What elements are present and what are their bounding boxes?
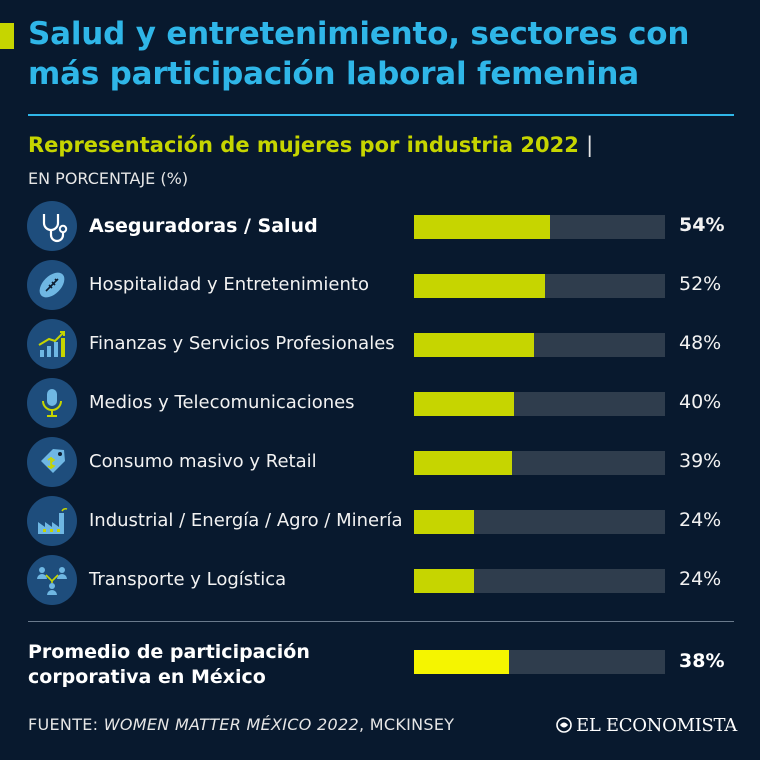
chart-title: Salud y entretenimiento, sectores con má…	[28, 16, 690, 92]
bar	[414, 392, 514, 416]
team-network-icon	[27, 555, 77, 605]
brand-mark-icon	[556, 717, 572, 733]
bar-row: Consumo masivo y Retail 39%	[0, 437, 760, 489]
category-label: Finanzas y Servicios Profesionales	[89, 333, 395, 354]
value-label: 40%	[679, 391, 722, 413]
source-title: WOMEN MATTER MÉXICO 2022	[103, 715, 359, 734]
bar-row: Hospitalidad y Entretenimiento 52%	[0, 260, 760, 312]
value-label: 52%	[679, 273, 722, 295]
bar-track	[414, 510, 665, 534]
factory-icon	[27, 496, 77, 546]
average-label: Promedio de participación corporativa en…	[28, 641, 310, 688]
average-bar-track	[414, 650, 665, 674]
bar	[414, 215, 550, 239]
unit-label: EN PORCENTAJE (%)	[28, 169, 189, 188]
bar-row: Finanzas y Servicios Profesionales 48%	[0, 319, 760, 371]
bar-track	[414, 392, 665, 416]
category-label: Aseguradoras / Salud	[89, 215, 318, 237]
brand-logo: EL ECONOMISTA	[556, 712, 737, 738]
bar-row: Medios y Telecomunicaciones 40%	[0, 378, 760, 430]
value-label: 54%	[679, 214, 725, 236]
source-note: FUENTE: WOMEN MATTER MÉXICO 2022, MCKINS…	[28, 715, 454, 734]
bar	[414, 333, 534, 357]
subtitle-separator: |	[586, 133, 594, 157]
category-label: Medios y Telecomunicaciones	[89, 392, 355, 413]
bar-track	[414, 451, 665, 475]
value-label: 48%	[679, 332, 722, 354]
source-suffix: , MCKINSEY	[358, 715, 455, 734]
bar	[414, 569, 474, 593]
bar	[414, 274, 545, 298]
brand-name: EL ECONOMISTA	[576, 714, 737, 736]
stethoscope-icon	[27, 201, 77, 251]
value-label: 24%	[679, 568, 722, 590]
bar	[414, 510, 474, 534]
title-divider	[28, 114, 734, 116]
microphone-icon	[27, 378, 77, 428]
bar-track	[414, 569, 665, 593]
average-value-label: 38%	[679, 650, 725, 672]
source-prefix: FUENTE:	[28, 715, 99, 734]
category-label: Industrial / Energía / Agro / Minería	[89, 510, 403, 531]
value-label: 24%	[679, 509, 722, 531]
football-icon	[27, 260, 77, 310]
value-label: 39%	[679, 450, 722, 472]
bar-track	[414, 274, 665, 298]
category-label: Hospitalidad y Entretenimiento	[89, 274, 369, 295]
average-bar	[414, 650, 509, 674]
bar-row: Industrial / Energía / Agro / Minería 24%	[0, 496, 760, 548]
bar-row: Transporte y Logística 24%	[0, 555, 760, 607]
price-tag-icon	[27, 437, 77, 487]
title-accent-bar	[0, 23, 14, 49]
bar-track	[414, 333, 665, 357]
subtitle-text: Representación de mujeres por industria …	[28, 133, 579, 157]
bar	[414, 451, 512, 475]
category-label: Consumo masivo y Retail	[89, 451, 317, 472]
bar-row: Aseguradoras / Salud 54%	[0, 201, 760, 253]
bar-track	[414, 215, 665, 239]
chart-subtitle: Representación de mujeres por industria …	[28, 133, 593, 157]
average-divider	[28, 621, 734, 622]
category-label: Transporte y Logística	[89, 569, 287, 590]
growth-chart-icon	[27, 319, 77, 369]
